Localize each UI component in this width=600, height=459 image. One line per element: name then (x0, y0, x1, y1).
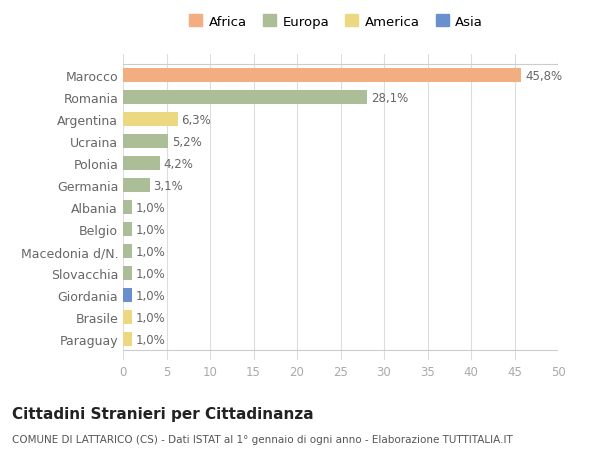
Text: 3,1%: 3,1% (154, 179, 183, 192)
Bar (123, 201, 132, 215)
Text: 4,2%: 4,2% (163, 157, 193, 170)
Text: 6,3%: 6,3% (181, 113, 211, 126)
Text: 1,0%: 1,0% (135, 245, 165, 258)
Bar (123, 310, 132, 325)
Text: Cittadini Stranieri per Cittadinanza: Cittadini Stranieri per Cittadinanza (12, 406, 314, 421)
Bar (123, 157, 160, 171)
Bar (123, 179, 150, 193)
Text: 1,0%: 1,0% (135, 201, 165, 214)
Bar (123, 91, 367, 105)
Bar (123, 223, 132, 237)
Text: 45,8%: 45,8% (525, 70, 562, 83)
Bar (123, 113, 178, 127)
Text: 5,2%: 5,2% (172, 135, 202, 148)
Text: 28,1%: 28,1% (371, 91, 408, 105)
Legend: Africa, Europa, America, Asia: Africa, Europa, America, Asia (185, 11, 487, 33)
Text: COMUNE DI LATTARICO (CS) - Dati ISTAT al 1° gennaio di ogni anno - Elaborazione : COMUNE DI LATTARICO (CS) - Dati ISTAT al… (12, 434, 513, 444)
Bar (123, 135, 168, 149)
Bar (123, 288, 132, 302)
Text: 1,0%: 1,0% (135, 311, 165, 324)
Text: 1,0%: 1,0% (135, 333, 165, 346)
Bar (123, 245, 132, 259)
Bar (123, 266, 132, 280)
Bar (123, 332, 132, 347)
Bar (123, 69, 521, 83)
Text: 1,0%: 1,0% (135, 223, 165, 236)
Text: 1,0%: 1,0% (135, 289, 165, 302)
Text: 1,0%: 1,0% (135, 267, 165, 280)
